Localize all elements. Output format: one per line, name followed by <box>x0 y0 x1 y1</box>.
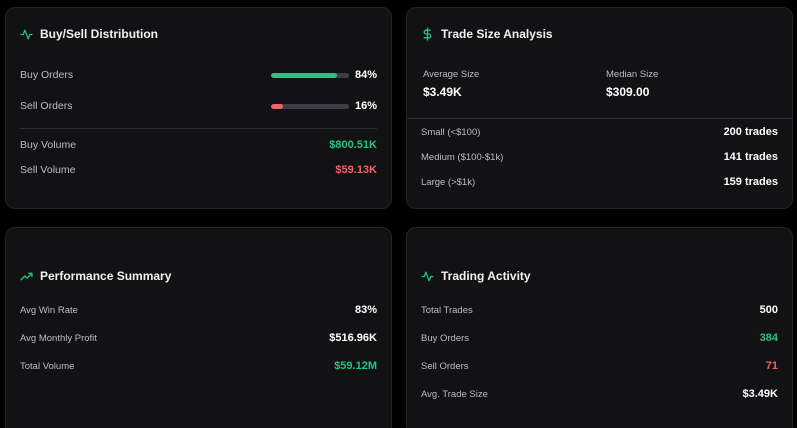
total-volume-row: Total Volume $59.12M <box>20 358 377 374</box>
sell-orders-progress <box>271 103 349 109</box>
trade-size-divider <box>407 118 792 119</box>
win-rate-label: Avg Win Rate <box>20 304 78 316</box>
sell-volume-value: $59.13K <box>335 164 377 176</box>
large-trades-label: Large (>$1k) <box>421 176 476 188</box>
activity-pulse-icon <box>421 270 434 283</box>
monthly-profit-row: Avg Monthly Profit $516.96K <box>20 330 377 346</box>
activity-pulse-icon <box>20 28 33 41</box>
median-size-stat: Median Size $309.00 <box>606 69 658 99</box>
small-trades-row: Small (<$100) 200 trades <box>421 124 778 140</box>
buy-orders-label: Buy Orders <box>20 69 74 81</box>
distribution-title: Buy/Sell Distribution <box>40 27 159 41</box>
monthly-profit-value: $516.96K <box>329 332 377 344</box>
activity-buy-orders-value: 384 <box>759 332 778 344</box>
performance-title: Performance Summary <box>40 269 172 283</box>
buy-orders-percent: 84% <box>355 69 378 81</box>
win-rate-value: 83% <box>354 304 377 316</box>
distribution-divider <box>20 128 377 129</box>
avg-trade-size-value: $3.49K <box>742 388 778 400</box>
activity-sell-orders-label: Sell Orders <box>421 360 469 372</box>
average-size-stat: Average Size $3.49K <box>423 69 479 99</box>
average-size-label: Average Size <box>423 69 480 80</box>
medium-trades-row: Medium ($100-$1k) 141 trades <box>421 149 778 165</box>
buy-orders-progress <box>271 72 349 78</box>
activity-sell-orders-row: Sell Orders 71 <box>421 358 778 374</box>
win-rate-row: Avg Win Rate 83% <box>20 302 377 318</box>
avg-trade-size-row: Avg. Trade Size $3.49K <box>421 386 778 402</box>
sell-orders-percent: 16% <box>355 100 378 112</box>
total-trades-label: Total Trades <box>421 304 473 316</box>
sell-orders-label: Sell Orders <box>20 100 73 112</box>
total-volume-label: Total Volume <box>20 360 75 372</box>
trading-activity-card: Trading Activity Total Trades 500 Buy Or… <box>406 227 793 428</box>
sell-orders-progress-fill <box>271 103 284 109</box>
buy-volume-row: Buy Volume $800.51K <box>20 137 377 153</box>
total-trades-value: 500 <box>759 304 778 316</box>
trade-size-header: Trade Size Analysis <box>421 27 553 41</box>
sell-volume-label: Sell Volume <box>20 164 76 176</box>
activity-buy-orders-row: Buy Orders 384 <box>421 330 778 346</box>
monthly-profit-label: Avg Monthly Profit <box>20 332 97 344</box>
avg-trade-size-label: Avg. Trade Size <box>421 388 488 400</box>
dollar-icon <box>421 27 434 41</box>
performance-summary-card: Performance Summary Avg Win Rate 83% Avg… <box>5 227 392 428</box>
buy-orders-row: Buy Orders 84% <box>20 67 377 83</box>
medium-trades-label: Medium ($100-$1k) <box>421 151 504 163</box>
small-trades-label: Small (<$100) <box>421 126 481 138</box>
activity-header: Trading Activity <box>421 269 531 283</box>
performance-header: Performance Summary <box>20 269 171 283</box>
average-size-value: $3.49K <box>423 85 462 99</box>
sell-volume-row: Sell Volume $59.13K <box>20 162 377 178</box>
buy-orders-progress-fill <box>271 72 337 78</box>
total-trades-row: Total Trades 500 <box>421 302 778 318</box>
distribution-header: Buy/Sell Distribution <box>20 27 158 41</box>
buy-sell-distribution-card: Buy/Sell Distribution Buy Orders 84% Sel… <box>5 7 392 209</box>
trending-up-icon <box>20 270 33 283</box>
total-volume-value: $59.12M <box>334 360 377 372</box>
median-size-value: $309.00 <box>606 85 650 99</box>
small-trades-value: 200 trades <box>723 126 778 138</box>
buy-volume-value: $800.51K <box>329 139 377 151</box>
trade-size-title: Trade Size Analysis <box>441 27 553 41</box>
trade-size-analysis-card: Trade Size Analysis Average Size $3.49K … <box>406 7 793 209</box>
activity-buy-orders-label: Buy Orders <box>421 332 470 344</box>
median-size-label: Median Size <box>606 69 659 80</box>
activity-sell-orders-value: 71 <box>765 360 778 372</box>
large-trades-value: 159 trades <box>723 176 778 188</box>
activity-title: Trading Activity <box>441 269 531 283</box>
buy-volume-label: Buy Volume <box>20 139 77 151</box>
sell-orders-row: Sell Orders 16% <box>20 98 377 114</box>
medium-trades-value: 141 trades <box>723 151 778 163</box>
large-trades-row: Large (>$1k) 159 trades <box>421 174 778 190</box>
